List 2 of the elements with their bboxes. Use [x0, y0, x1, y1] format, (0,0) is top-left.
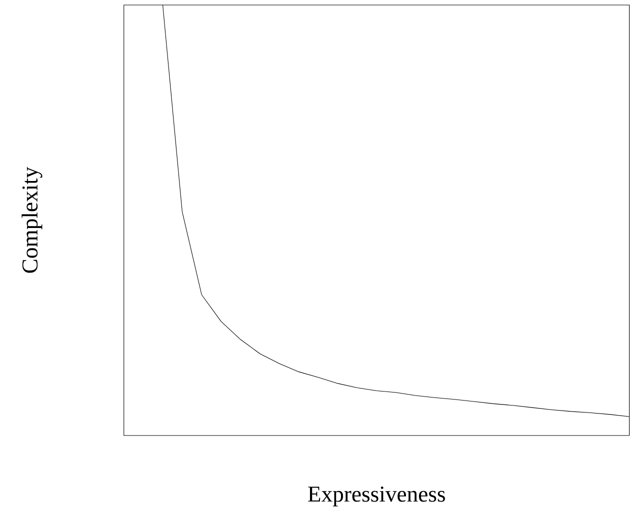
x-axis-title: Expressiveness [308, 486, 445, 506]
y-axis-title: Complexity [22, 166, 42, 273]
